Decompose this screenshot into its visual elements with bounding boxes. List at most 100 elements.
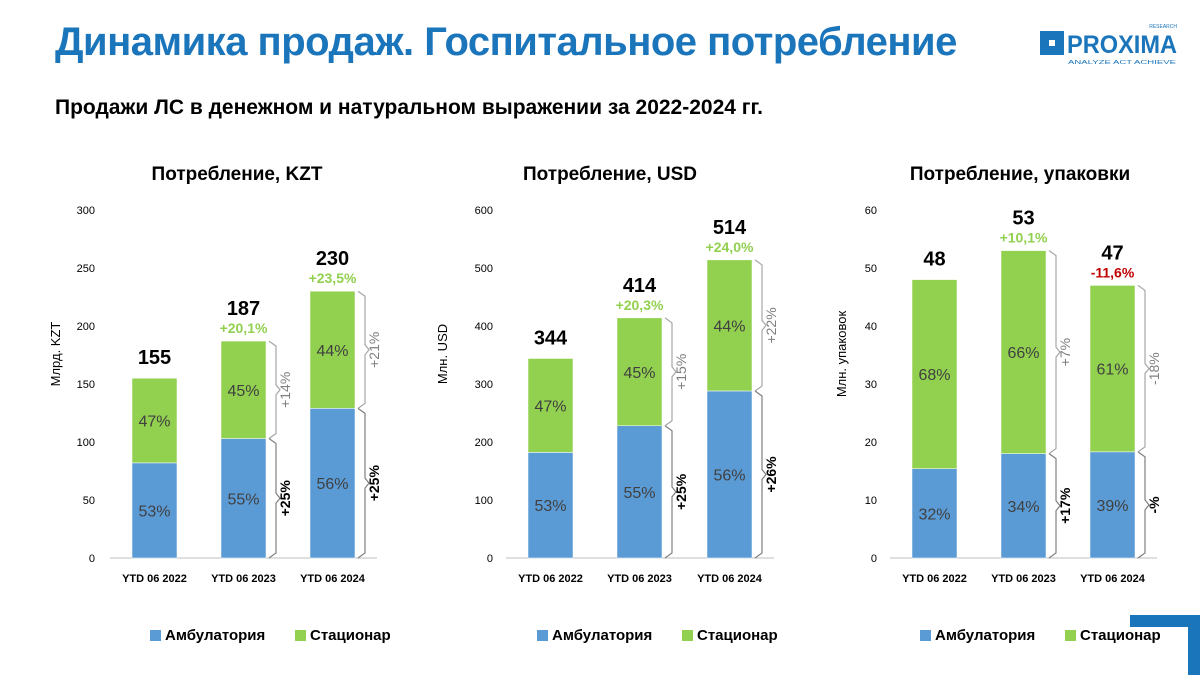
legend-swatch-ambulatory bbox=[920, 630, 931, 641]
bracket-label: +14% bbox=[277, 372, 293, 408]
y-axis-label: Млн. упаковок bbox=[834, 311, 849, 398]
y-tick-label: 20 bbox=[865, 437, 877, 449]
total-label: 514 bbox=[713, 217, 747, 239]
legend-label-ambulatory: Амбулатория bbox=[165, 627, 265, 644]
bar-inpatient bbox=[1089, 285, 1136, 453]
growth-bracket bbox=[754, 259, 767, 392]
total-label: 414 bbox=[623, 275, 657, 297]
y-tick-label: 0 bbox=[487, 553, 493, 565]
bracket-label: +17% bbox=[1057, 487, 1073, 524]
segment-label-inpatient: 68% bbox=[918, 367, 950, 384]
growth-bracket bbox=[268, 340, 281, 440]
total-label: 53 bbox=[1012, 208, 1034, 230]
legend-label-ambulatory: Амбулатория bbox=[935, 627, 1035, 644]
chart-title: Потребление, KZT bbox=[152, 164, 323, 185]
bar-ambulatory bbox=[131, 462, 178, 559]
total-label: 47 bbox=[1101, 242, 1123, 264]
bracket-label: +25% bbox=[673, 473, 689, 510]
segment-label-inpatient: 45% bbox=[227, 383, 259, 400]
corner-bar-vertical bbox=[1188, 615, 1200, 675]
growth-label: +23,5% bbox=[309, 270, 357, 286]
y-tick-label: 50 bbox=[865, 263, 877, 275]
bracket-label: +25% bbox=[366, 465, 382, 502]
proxima-logo: RESEARCH PROXIMA ANALYZE ACT ACHIEVE bbox=[1040, 24, 1177, 66]
segment-label-inpatient: 45% bbox=[623, 365, 655, 382]
segment-label-ambulatory: 56% bbox=[316, 476, 348, 493]
y-tick-label: 400 bbox=[475, 321, 493, 333]
legend-swatch-inpatient bbox=[682, 630, 693, 641]
bar-ambulatory bbox=[616, 425, 663, 559]
legend-swatch-inpatient bbox=[1065, 630, 1076, 641]
growth-bracket bbox=[1137, 284, 1150, 453]
chart-title: Потребление, упаковки bbox=[910, 164, 1130, 185]
segment-label-inpatient: 61% bbox=[1096, 362, 1128, 379]
category-label: YTD 06 2022 bbox=[902, 573, 967, 585]
y-tick-label: 100 bbox=[475, 495, 493, 507]
category-label: YTD 06 2024 bbox=[1080, 573, 1146, 585]
segment-label-ambulatory: 56% bbox=[713, 467, 745, 484]
bar-ambulatory bbox=[911, 468, 958, 559]
y-tick-label: 0 bbox=[871, 553, 877, 565]
bracket-label: -18% bbox=[1146, 352, 1162, 385]
y-tick-label: 60 bbox=[865, 205, 877, 217]
total-label: 187 bbox=[227, 298, 260, 320]
growth-bracket bbox=[1048, 453, 1061, 559]
legend-label-inpatient: Стационар bbox=[697, 627, 778, 644]
y-tick-label: 0 bbox=[89, 553, 95, 565]
segment-label-ambulatory: 55% bbox=[227, 491, 259, 508]
growth-bracket bbox=[1137, 451, 1150, 559]
category-label: YTD 06 2023 bbox=[991, 573, 1056, 585]
segment-label-ambulatory: 53% bbox=[138, 503, 170, 520]
bar-ambulatory bbox=[706, 390, 753, 559]
growth-label: -11,6% bbox=[1091, 264, 1135, 280]
category-label: YTD 06 2023 bbox=[607, 573, 672, 585]
y-tick-label: 600 bbox=[475, 205, 493, 217]
y-tick-label: 40 bbox=[865, 321, 877, 333]
bar-inpatient bbox=[527, 358, 574, 453]
growth-label: +10,1% bbox=[1000, 230, 1048, 246]
category-label: YTD 06 2024 bbox=[300, 573, 366, 585]
y-tick-label: 300 bbox=[77, 205, 95, 217]
bar-ambulatory bbox=[527, 452, 574, 559]
y-tick-label: 30 bbox=[865, 379, 877, 391]
growth-bracket bbox=[664, 317, 677, 427]
category-label: YTD 06 2024 bbox=[697, 573, 763, 585]
total-label: 155 bbox=[138, 347, 171, 369]
segment-label-inpatient: 66% bbox=[1007, 345, 1039, 362]
logo-text: PROXIMA bbox=[1067, 31, 1177, 59]
bar-inpatient bbox=[220, 340, 267, 439]
category-label: YTD 06 2022 bbox=[518, 573, 583, 585]
segment-label-ambulatory: 55% bbox=[623, 485, 655, 502]
bracket-label: +26% bbox=[763, 456, 779, 493]
y-tick-label: 50 bbox=[83, 495, 95, 507]
segment-label-inpatient: 44% bbox=[713, 318, 745, 335]
legend-label-ambulatory: Амбулатория bbox=[552, 627, 652, 644]
bar-inpatient bbox=[131, 377, 178, 464]
total-label: 230 bbox=[316, 248, 349, 270]
corner-decoration bbox=[1130, 615, 1200, 675]
bracket-label: -% bbox=[1146, 496, 1162, 514]
page-title: Динамика продаж. Госпитальное потреблени… bbox=[55, 20, 957, 64]
logo-small-top: RESEARCH bbox=[1149, 24, 1177, 30]
bracket-label: +21% bbox=[366, 332, 382, 368]
growth-bracket bbox=[664, 425, 677, 559]
legend-label-inpatient: Стационар bbox=[1080, 627, 1161, 644]
bar-ambulatory bbox=[220, 438, 267, 559]
growth-bracket bbox=[268, 438, 281, 559]
legend-swatch-ambulatory bbox=[150, 630, 161, 641]
category-label: YTD 06 2022 bbox=[122, 573, 187, 585]
growth-label: +20,1% bbox=[220, 320, 268, 336]
legend-swatch-ambulatory bbox=[537, 630, 548, 641]
y-tick-label: 100 bbox=[77, 437, 95, 449]
segment-label-inpatient: 47% bbox=[138, 414, 170, 431]
bracket-label: +25% bbox=[277, 480, 293, 517]
bar-inpatient bbox=[309, 290, 356, 409]
chart-title: Потребление, USD bbox=[523, 164, 697, 185]
bar-inpatient bbox=[1000, 250, 1047, 454]
bar-ambulatory bbox=[1089, 451, 1136, 559]
segment-label-ambulatory: 34% bbox=[1007, 499, 1039, 516]
bracket-label: +22% bbox=[763, 307, 779, 343]
growth-bracket bbox=[754, 390, 767, 559]
